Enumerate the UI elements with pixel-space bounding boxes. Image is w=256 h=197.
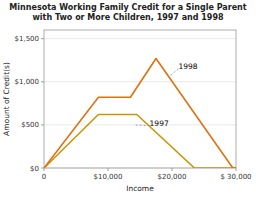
annotation: 1998 [178,62,197,71]
grid [44,39,236,168]
annotation: 1997 [150,119,169,128]
y-tick [41,168,44,169]
series-line: 1997 [44,115,236,168]
y-tick-label: $1,500 [15,35,40,43]
x-tick [236,168,237,171]
plot-frame [44,30,236,168]
y-tick-label: $0 [30,165,39,173]
y-tick [41,81,44,82]
series-line: 1998 [44,58,236,168]
title-line: Minnesota Working Family Credit for a Si… [9,3,246,12]
title: Minnesota Working Family Credit for a Si… [9,3,246,22]
leader-line [169,69,179,77]
leader-line [134,124,150,126]
x-tick [172,168,173,171]
x-tick [108,168,109,171]
x-tick-label: $20,000 [158,173,187,181]
x-tick-label: $10,000 [94,173,123,181]
y-tick-label: $1,000 [15,78,40,86]
x-axis-label: Income [126,184,154,193]
grid-line [44,124,236,125]
x-tick-label: $ 30,000 [220,173,251,181]
x-tick-label: 0 [42,173,46,181]
y-tick [41,124,44,125]
title-line: with Two or More Children, 1997 and 1998 [32,13,224,22]
grid-line [44,38,236,39]
y-axis-label: Amount of Credit(s) [2,62,11,136]
y-tick [41,38,44,39]
x-tick [44,168,45,171]
series-group: 1997 1998 [44,58,236,168]
y-tick-label: $500 [21,121,39,129]
chart: Minnesota Working Family Credit for a Si… [0,0,256,197]
